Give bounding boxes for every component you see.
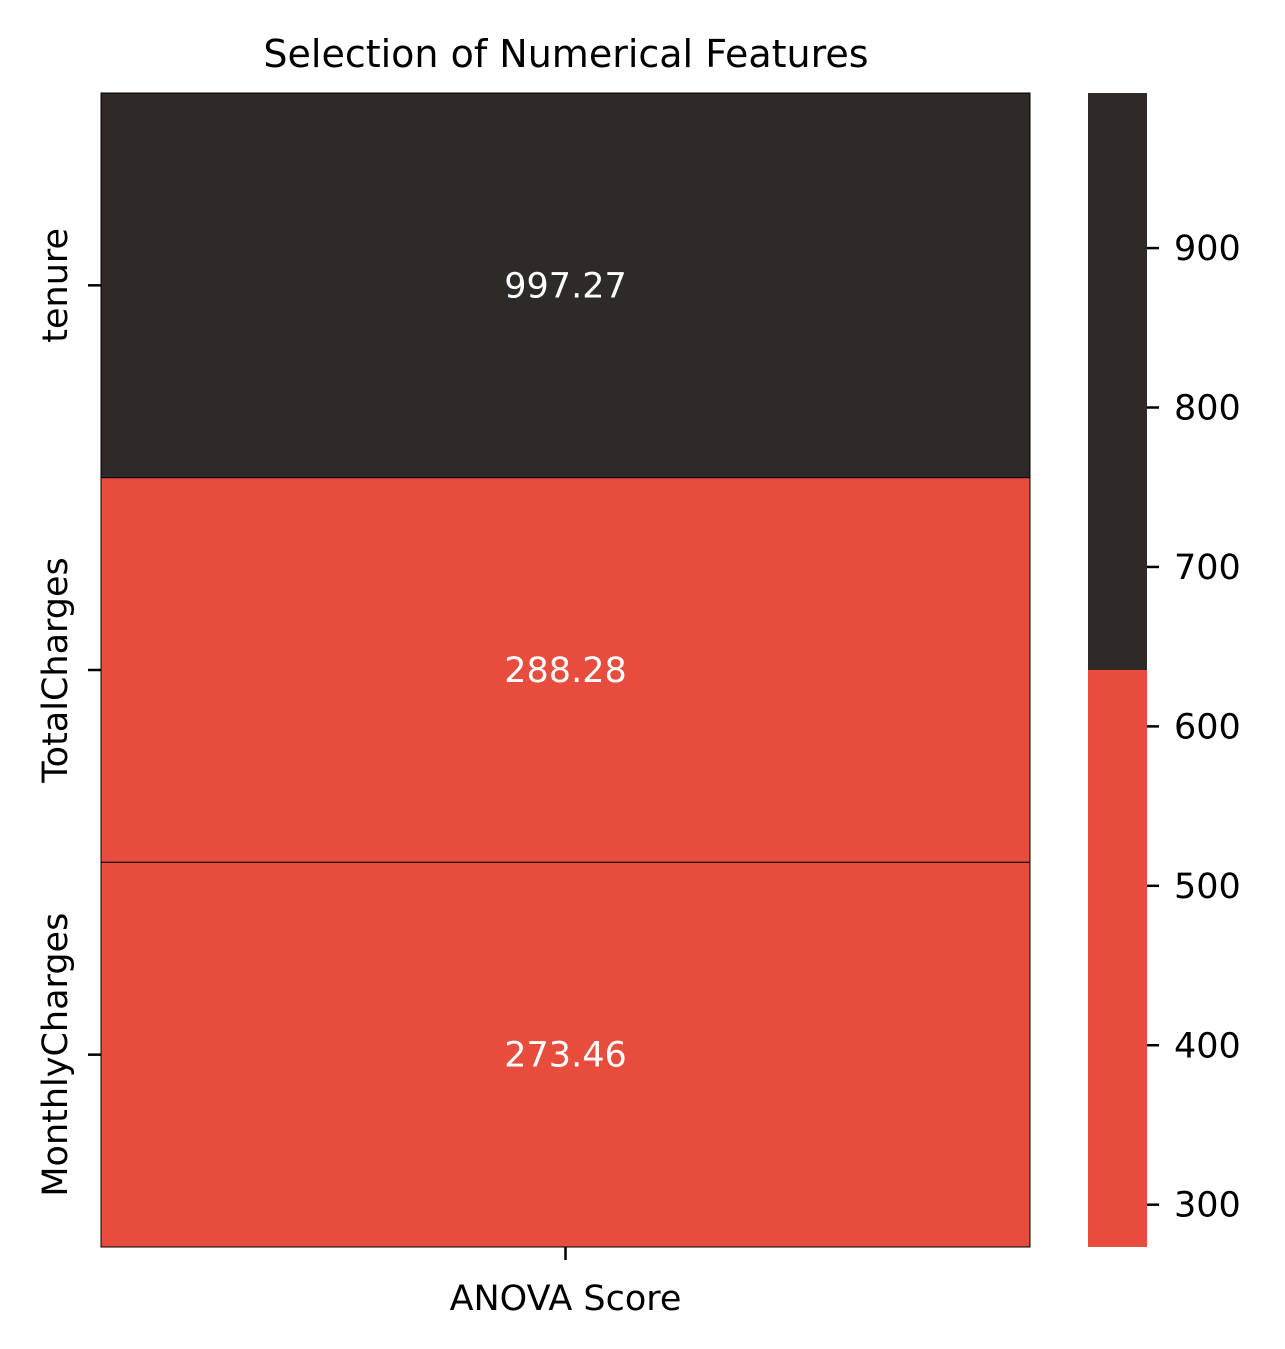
cell-value-label: 288.28 xyxy=(504,651,626,691)
cell-value-label: 997.27 xyxy=(504,266,626,306)
cell-value-label: 273.46 xyxy=(504,1036,626,1076)
colorbar-tick-label: 500 xyxy=(1174,867,1241,907)
colorbar-tick-label: 700 xyxy=(1174,548,1241,588)
heatmap-cell-tenure xyxy=(100,92,1031,479)
x-tick-label: ANOVA Score xyxy=(450,1279,682,1319)
colorbar-tick-label: 400 xyxy=(1174,1026,1241,1066)
colorbar-low-segment xyxy=(1088,669,1147,1247)
y-tick-label: MonthlyCharges xyxy=(36,913,76,1197)
y-tick-label: tenure xyxy=(36,228,76,343)
colorbar-tick-label: 800 xyxy=(1174,389,1241,429)
row-labels: tenure TotalCharges MonthlyCharges xyxy=(36,228,101,1197)
heatmap-cells: 997.27 288.28 273.46 xyxy=(100,92,1031,1248)
colorbar-tick-label: 900 xyxy=(1174,229,1241,269)
chart-title: Selection of Numerical Features xyxy=(263,32,868,76)
colorbar: 300 400 500 600 700 800 900 xyxy=(1088,93,1241,1247)
column-labels: ANOVA Score xyxy=(450,1247,682,1319)
colorbar-tick-label: 300 xyxy=(1174,1186,1241,1226)
heatmap-cell-TotalCharges xyxy=(100,477,1031,863)
colorbar-high-segment xyxy=(1088,93,1147,670)
heatmap-cell-MonthlyCharges xyxy=(100,861,1031,1248)
colorbar-tick-label: 600 xyxy=(1174,707,1241,747)
y-tick-label: TotalCharges xyxy=(36,557,76,784)
